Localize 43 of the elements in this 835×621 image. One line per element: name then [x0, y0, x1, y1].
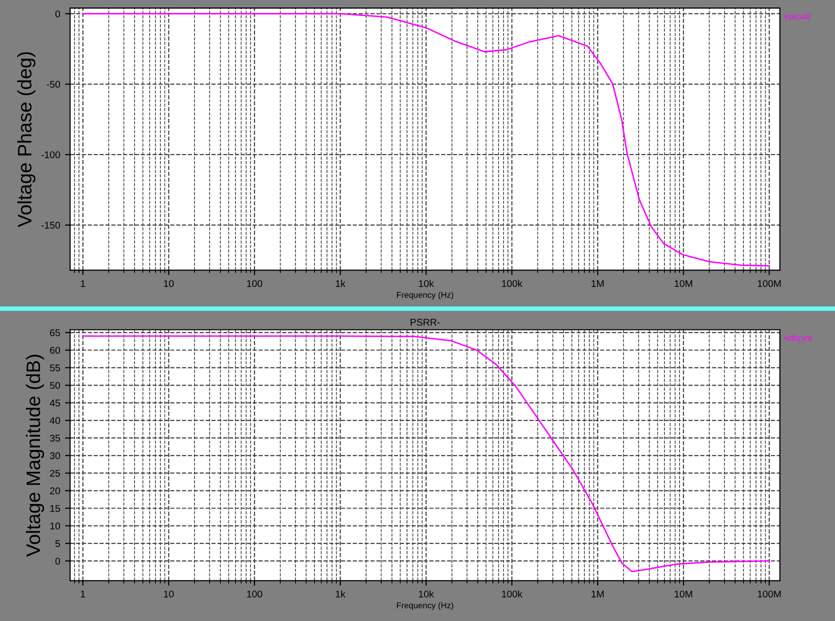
x-tick-label: 10 — [164, 590, 174, 598]
x-tick-label: 1M — [592, 590, 604, 598]
legend-label: vp(out) — [784, 13, 810, 21]
x-tick-label: 100 — [247, 280, 262, 287]
x-axis-title: Frequency (Hz) — [396, 292, 454, 300]
y-tick-label: 40 — [50, 417, 60, 424]
y-tick-label: 25 — [50, 470, 60, 477]
y-tick-label: 15 — [50, 505, 60, 512]
x-tick-label: 1k — [336, 280, 346, 287]
x-tick-label: 1 — [80, 590, 86, 598]
x-axis-title: Frequency (Hz) — [396, 602, 454, 610]
x-tick-label: 10k — [418, 590, 434, 598]
x-tick-label: 100M — [758, 590, 781, 598]
x-tick-label: 10M — [674, 280, 692, 287]
y-tick-label: 65 — [50, 329, 60, 336]
x-tick-label: 10M — [674, 590, 692, 598]
y-axis-title: Voltage Phase (deg) — [17, 52, 36, 228]
y-tick-label: -100 — [41, 151, 60, 158]
y-axis-title: Voltage Magnitude (dB) — [26, 354, 44, 557]
y-tick-label: 0 — [55, 558, 60, 565]
x-tick-label: 100M — [758, 280, 781, 287]
x-tick-label: 100 — [247, 590, 262, 598]
legend-label: vdb(vre — [784, 334, 812, 343]
y-tick-label: -50 — [46, 80, 60, 88]
y-tick-label: 35 — [50, 434, 60, 442]
x-tick-label: 100k — [502, 280, 522, 287]
y-tick-label: 55 — [50, 364, 60, 372]
x-tick-label: 10 — [164, 280, 174, 287]
y-tick-label: 30 — [50, 452, 60, 460]
y-tick-label: 20 — [50, 487, 60, 494]
y-tick-label: 60 — [50, 346, 60, 354]
y-tick-label: 0 — [55, 10, 60, 18]
x-tick-label: 1k — [336, 590, 346, 598]
y-tick-label: 50 — [50, 382, 60, 389]
x-tick-label: 10k — [418, 280, 434, 287]
y-tick-label: 10 — [50, 522, 60, 530]
y-tick-label: 5 — [55, 540, 60, 548]
chart-title: PSRR- — [410, 318, 440, 326]
y-tick-label: 45 — [50, 400, 60, 406]
x-tick-label: 1M — [592, 280, 604, 287]
y-tick-label: -150 — [41, 222, 60, 229]
x-tick-label: 1 — [80, 280, 86, 287]
x-tick-label: 100k — [502, 590, 522, 598]
